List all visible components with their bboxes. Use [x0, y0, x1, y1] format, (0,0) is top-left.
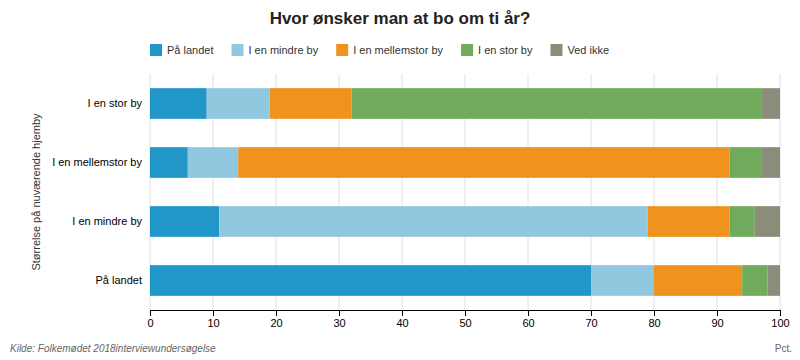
- y-axis: På landet I en mindre by I en mellemstor b…: [52, 97, 150, 286]
- bar: [207, 88, 270, 119]
- x-tick-mark: [591, 310, 592, 316]
- legend-swatch: [461, 44, 473, 56]
- y-tick-label: På landet: [96, 274, 142, 286]
- legend: På landet I en mindre by I en mellemstor b…: [150, 44, 609, 56]
- plot: 0 10 20 30 40 50 60 70 80 90 100 På landet I en mind…: [52, 74, 790, 329]
- x-tick-label: 10: [207, 317, 219, 329]
- y-tick-label: I en mellemstor by: [52, 156, 142, 168]
- legend-swatch: [231, 44, 243, 56]
- x-tick-label: 20: [270, 317, 282, 329]
- x-tick-mark: [402, 310, 403, 316]
- bar: [150, 88, 207, 119]
- legend-item: I en mindre by: [231, 44, 318, 56]
- x-tick: 80: [648, 310, 660, 329]
- legend-swatch: [150, 44, 162, 56]
- x-tick: 90: [711, 310, 723, 329]
- legend-label: I en mindre by: [248, 44, 318, 56]
- bar: [270, 88, 352, 119]
- series: [150, 88, 591, 296]
- bar: [150, 265, 591, 296]
- x-tick-label: 30: [333, 317, 345, 329]
- bar: [755, 206, 780, 237]
- x-tick: 100: [771, 310, 789, 329]
- x-tick: 60: [522, 310, 534, 329]
- bars: [150, 88, 780, 296]
- legend-item: I en stor by: [461, 44, 533, 56]
- y-tick: På landet: [96, 274, 150, 286]
- series: [352, 88, 768, 296]
- x-tick: 10: [207, 310, 219, 329]
- y-tick-label: I en stor by: [88, 97, 143, 109]
- x-tick-label: 90: [711, 317, 723, 329]
- grid: [150, 74, 780, 310]
- x-tick-mark: [780, 310, 781, 316]
- x-tick-label: 0: [147, 317, 153, 329]
- x-tick: 70: [585, 310, 597, 329]
- source: Kilde: Folkemødet 2018interviewundersøge…: [10, 343, 216, 354]
- legend-label: På landet: [167, 44, 213, 56]
- bar: [730, 147, 762, 178]
- legend-item: På landet: [150, 44, 213, 56]
- x-axis: 0 10 20 30 40 50 60 70 80 90 100: [147, 310, 789, 329]
- x-tick-label: 70: [585, 317, 597, 329]
- bar: [150, 147, 188, 178]
- x-tick-label: 40: [396, 317, 408, 329]
- x-tick-mark: [654, 310, 655, 316]
- legend-item: I en mellemstor by: [336, 44, 443, 56]
- title: Hvor ønsker man at bo om ti år?: [270, 9, 531, 28]
- y-tick: I en stor by: [88, 97, 150, 109]
- x-tick: 0: [147, 310, 153, 329]
- legend-label: I en mellemstor by: [353, 44, 443, 56]
- legend-swatch: [336, 44, 348, 56]
- x-tick-label: 60: [522, 317, 534, 329]
- x-tick: 40: [396, 310, 408, 329]
- x-tick-label: 100: [771, 317, 789, 329]
- x-axis-title: Pct.: [775, 343, 792, 354]
- series: [238, 88, 742, 296]
- bar: [188, 147, 238, 178]
- x-tick-label: 50: [459, 317, 471, 329]
- bar: [767, 265, 780, 296]
- bar: [730, 206, 755, 237]
- x-tick-mark: [465, 310, 466, 316]
- bar: [150, 206, 219, 237]
- x-tick-mark: [276, 310, 277, 316]
- legend-item: Ved ikke: [550, 44, 609, 56]
- legend-label: Ved ikke: [567, 44, 609, 56]
- x-tick-mark: [213, 310, 214, 316]
- x-tick: 50: [459, 310, 471, 329]
- legend-label: I en stor by: [478, 44, 533, 56]
- x-tick-mark: [339, 310, 340, 316]
- bar: [761, 147, 780, 178]
- bar: [654, 265, 742, 296]
- y-tick: I en mindre by: [72, 215, 150, 227]
- y-tick-label: I en mindre by: [72, 215, 142, 227]
- y-axis-title: Størrelse på nuværende hjemby: [30, 113, 42, 271]
- bar: [352, 88, 761, 119]
- bar: [591, 265, 654, 296]
- chart-container: Hvor ønsker man at bo om ti år? 0 10 20 30 40…: [0, 0, 800, 360]
- bar: [742, 265, 767, 296]
- legend-swatch: [550, 44, 562, 56]
- x-tick-mark: [528, 310, 529, 316]
- chart-svg: Hvor ønsker man at bo om ti år? 0 10 20 30 40…: [0, 0, 800, 360]
- series: [755, 88, 780, 296]
- bar: [761, 88, 780, 119]
- x-tick-mark: [717, 310, 718, 316]
- bar: [219, 206, 647, 237]
- bar: [238, 147, 729, 178]
- x-tick: 20: [270, 310, 282, 329]
- x-tick-mark: [150, 310, 151, 316]
- x-tick: 30: [333, 310, 345, 329]
- x-tick-label: 80: [648, 317, 660, 329]
- bar: [648, 206, 730, 237]
- y-tick: I en mellemstor by: [52, 156, 150, 168]
- x-axis-line: [151, 311, 781, 317]
- series: [188, 88, 654, 296]
